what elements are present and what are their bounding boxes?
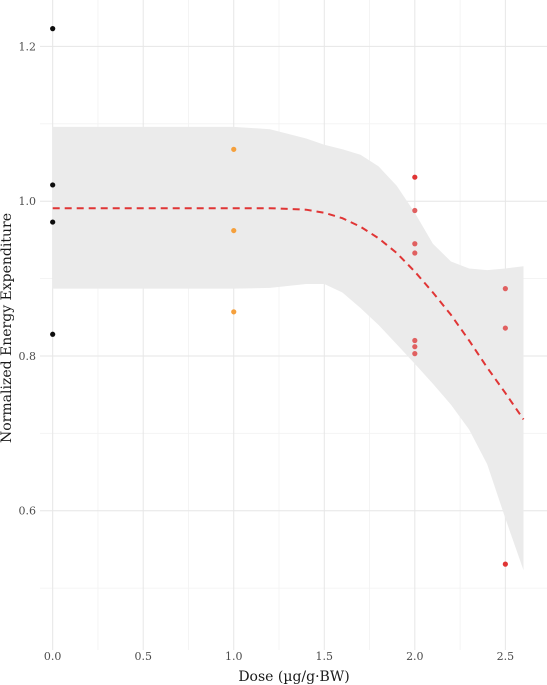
data-point (50, 219, 56, 225)
data-point (502, 286, 508, 292)
data-point (231, 146, 237, 152)
data-point (50, 182, 56, 188)
data-point (50, 26, 56, 32)
data-point (412, 351, 418, 357)
x-tick-label: 2.0 (406, 650, 424, 663)
y-tick-label: 1.0 (19, 195, 37, 208)
fit-line (52, 207, 525, 420)
y-tick-labels: 0.6 0.8 1.0 1.2 (19, 40, 37, 517)
data-point (412, 241, 418, 247)
data-point (412, 250, 418, 256)
data-point (231, 227, 237, 234)
y-axis-title: Normalized Energy Expenditure (0, 213, 15, 443)
data-point (412, 344, 418, 350)
data-point (502, 561, 508, 567)
confidence-band (52, 126, 524, 571)
y-tick-label: 0.8 (19, 350, 37, 363)
data-point (412, 337, 418, 344)
data-point (412, 174, 418, 180)
confidence-band-layer (52, 126, 524, 571)
y-tick-label: 0.6 (19, 505, 37, 518)
x-tick-label: 1.5 (316, 650, 334, 663)
data-point (502, 325, 508, 331)
points-layer (50, 26, 508, 567)
x-tick-labels: 0.0 0.5 1.0 1.5 2.0 2.5 (44, 650, 514, 663)
data-point (50, 331, 56, 337)
x-tick-label: 0.0 (44, 650, 62, 663)
x-tick-label: 0.5 (134, 650, 152, 663)
y-tick-label: 1.2 (19, 40, 37, 53)
x-axis-title: Dose (µg/g·BW) (238, 669, 349, 685)
data-point (231, 309, 237, 315)
data-point (412, 207, 418, 214)
x-tick-label: 2.5 (497, 650, 515, 663)
fit-line-layer (52, 207, 525, 420)
x-tick-label: 1.0 (225, 650, 243, 663)
